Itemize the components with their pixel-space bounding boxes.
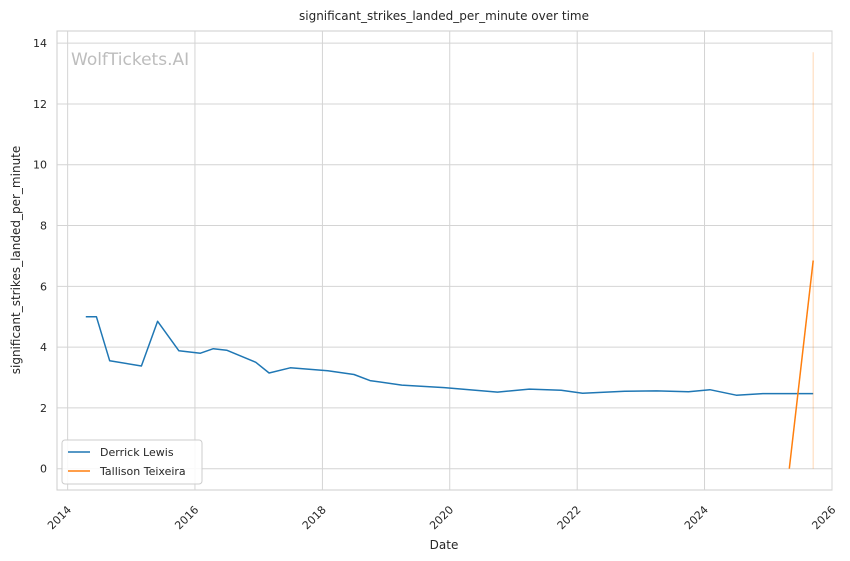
- legend: Derrick Lewis Tallison Teixeira: [61, 439, 203, 485]
- y-gridlines: [57, 42, 832, 470]
- y-tick-label: 14: [33, 37, 47, 50]
- y-tick-label: 0: [40, 463, 47, 476]
- y-tick-label: 6: [40, 280, 47, 293]
- x-axis-title: Date: [430, 538, 459, 552]
- plot-area: [56, 30, 833, 491]
- watermark: WolfTickets.AI: [71, 50, 189, 70]
- x-tick-label: 2022: [555, 503, 584, 532]
- x-tick-label: 2014: [45, 503, 74, 532]
- x-tick-label: 2016: [172, 503, 201, 532]
- y-tick-label: 4: [40, 341, 47, 354]
- legend-label-tallison-teixeira: Tallison Teixeira: [99, 465, 186, 478]
- x-gridlines: [67, 31, 833, 490]
- y-tick-label: 2: [40, 402, 47, 415]
- x-tick-label: 2020: [427, 503, 456, 532]
- y-tick-label: 8: [40, 220, 47, 233]
- series-line-tallison-teixeira: [788, 260, 814, 469]
- series-layer: [85, 52, 814, 469]
- series-line-derrick-lewis: [85, 315, 814, 396]
- y-axis-title: significant_strikes_landed_per_minute: [9, 146, 23, 375]
- x-tick-labels: 2014 2016 2018 2020 2022 2024 2026: [45, 503, 838, 532]
- x-tick-label: 2018: [300, 503, 329, 532]
- legend-box: [61, 439, 203, 485]
- chart-title: significant_strikes_landed_per_minute ov…: [299, 9, 589, 23]
- y-tick-label: 12: [33, 98, 47, 111]
- y-tick-labels: 0 2 4 6 8 10 12 14: [33, 37, 47, 476]
- x-tick-label: 2026: [809, 503, 838, 532]
- y-tick-label: 10: [33, 159, 47, 172]
- x-tick-label: 2024: [682, 503, 711, 532]
- legend-label-derrick-lewis: Derrick Lewis: [100, 446, 174, 459]
